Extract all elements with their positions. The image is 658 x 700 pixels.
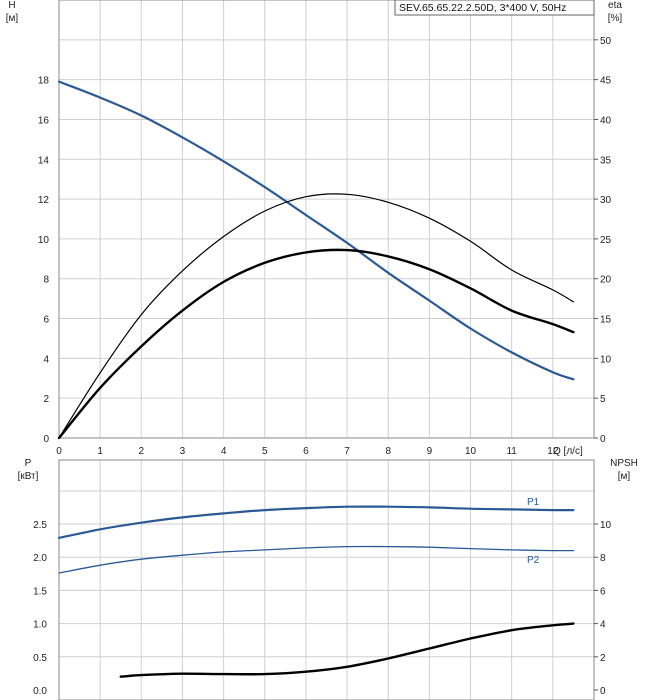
x-tick-label: 6 bbox=[303, 446, 309, 457]
top-x-tick-labels: 0 1 2 3 4 5 6 7 8 9 10 11 12 bbox=[56, 446, 559, 457]
eta-tick-label: 5 bbox=[600, 394, 606, 405]
npsh-curve bbox=[119, 622, 575, 678]
p-tick-label: 2.5 bbox=[33, 520, 47, 531]
h-tick-label: 10 bbox=[38, 235, 50, 246]
x-tick-label: 11 bbox=[506, 446, 517, 457]
eta-tick-label: 45 bbox=[600, 76, 612, 87]
npsh-tick-label: 10 bbox=[600, 520, 612, 531]
top-left-tick-labels: 0 2 4 6 8 10 12 14 16 18 bbox=[38, 76, 50, 445]
x-tick-label: 0 bbox=[56, 446, 62, 457]
p-tick-label: 0.5 bbox=[33, 653, 47, 664]
bottom-chart-curves bbox=[57, 505, 575, 678]
top-chart-grid bbox=[59, 0, 595, 438]
bottom-chart-grid bbox=[59, 460, 595, 700]
top-right-tick-labels: 0 5 10 15 20 25 30 35 40 45 50 bbox=[594, 36, 612, 445]
eta-axis-title: eta bbox=[608, 0, 622, 11]
eta-tick-label: 0 bbox=[600, 434, 606, 445]
p2-curve bbox=[58, 545, 575, 574]
p1-series-label: P1 bbox=[527, 497, 540, 508]
top-chart-curves bbox=[57, 80, 575, 440]
x-tick-label: 4 bbox=[221, 446, 227, 457]
h-curve bbox=[57, 80, 575, 381]
x-tick-label: 1 bbox=[97, 446, 103, 457]
npsh-tick-label: 0 bbox=[600, 686, 606, 697]
x-tick-label: 5 bbox=[262, 446, 268, 457]
eta-tick-label: 50 bbox=[600, 36, 612, 47]
x-tick-label: 10 bbox=[465, 446, 477, 457]
x-tick-label: 2 bbox=[139, 446, 145, 457]
eta-tick-label: 15 bbox=[600, 315, 612, 326]
h-tick-label: 6 bbox=[43, 315, 49, 326]
top-chart-frame bbox=[58, 0, 595, 439]
bottom-left-tick-labels: 0.0 0.5 1.0 1.5 2.0 2.5 bbox=[33, 520, 47, 697]
h-axis-unit: [м] bbox=[6, 13, 19, 24]
npsh-axis-title: NPSH bbox=[610, 458, 638, 469]
h-tick-label: 14 bbox=[38, 155, 50, 166]
x-tick-label: 9 bbox=[427, 446, 433, 457]
h-tick-label: 12 bbox=[38, 195, 50, 206]
eta-hydraulic-curve bbox=[58, 193, 574, 439]
h-tick-label: 0 bbox=[43, 434, 49, 445]
chart-title-box bbox=[394, 0, 595, 16]
npsh-tick-label: 4 bbox=[600, 620, 606, 631]
npsh-tick-label: 8 bbox=[600, 553, 606, 564]
eta-tick-label: 40 bbox=[600, 115, 612, 126]
h-tick-label: 16 bbox=[38, 115, 50, 126]
eta-tick-label: 35 bbox=[600, 155, 612, 166]
bottom-right-tick-labels: 0 2 4 6 8 10 bbox=[594, 520, 612, 697]
bottom-chart-frame bbox=[58, 459, 595, 700]
p1-curve bbox=[57, 505, 575, 539]
p-tick-label: 2.0 bbox=[33, 553, 47, 564]
chart-title: SEV.65.65.22.2.50D, 3*400 V, 50Hz bbox=[399, 2, 566, 14]
eta-tick-label: 10 bbox=[600, 354, 612, 365]
x-tick-label: 7 bbox=[344, 446, 350, 457]
eta-tick-label: 25 bbox=[600, 235, 612, 246]
h-tick-label: 2 bbox=[43, 394, 49, 405]
x-tick-label: 8 bbox=[385, 446, 391, 457]
h-tick-label: 8 bbox=[43, 275, 49, 286]
q-axis-label: Q [л/с] bbox=[553, 446, 583, 457]
p2-series-label: P2 bbox=[527, 555, 540, 566]
h-axis-title: H bbox=[8, 0, 15, 11]
x-tick-label: 12 bbox=[547, 446, 559, 457]
p-tick-label: 1.0 bbox=[33, 620, 47, 631]
eta-tick-label: 20 bbox=[600, 275, 612, 286]
h-tick-label: 18 bbox=[38, 76, 50, 87]
p-axis-title: P bbox=[25, 458, 32, 469]
npsh-tick-label: 6 bbox=[600, 586, 606, 597]
h-tick-label: 4 bbox=[43, 354, 49, 365]
x-tick-label: 3 bbox=[180, 446, 186, 457]
p-axis-unit: [кВт] bbox=[18, 471, 39, 482]
p-tick-label: 0.0 bbox=[33, 686, 47, 697]
npsh-tick-label: 2 bbox=[600, 653, 606, 664]
eta-axis-unit: [%] bbox=[608, 13, 623, 24]
eta-total-curve bbox=[57, 248, 575, 440]
p-tick-label: 1.5 bbox=[33, 586, 47, 597]
eta-tick-label: 30 bbox=[600, 195, 612, 206]
npsh-axis-unit: [м] bbox=[618, 471, 631, 482]
